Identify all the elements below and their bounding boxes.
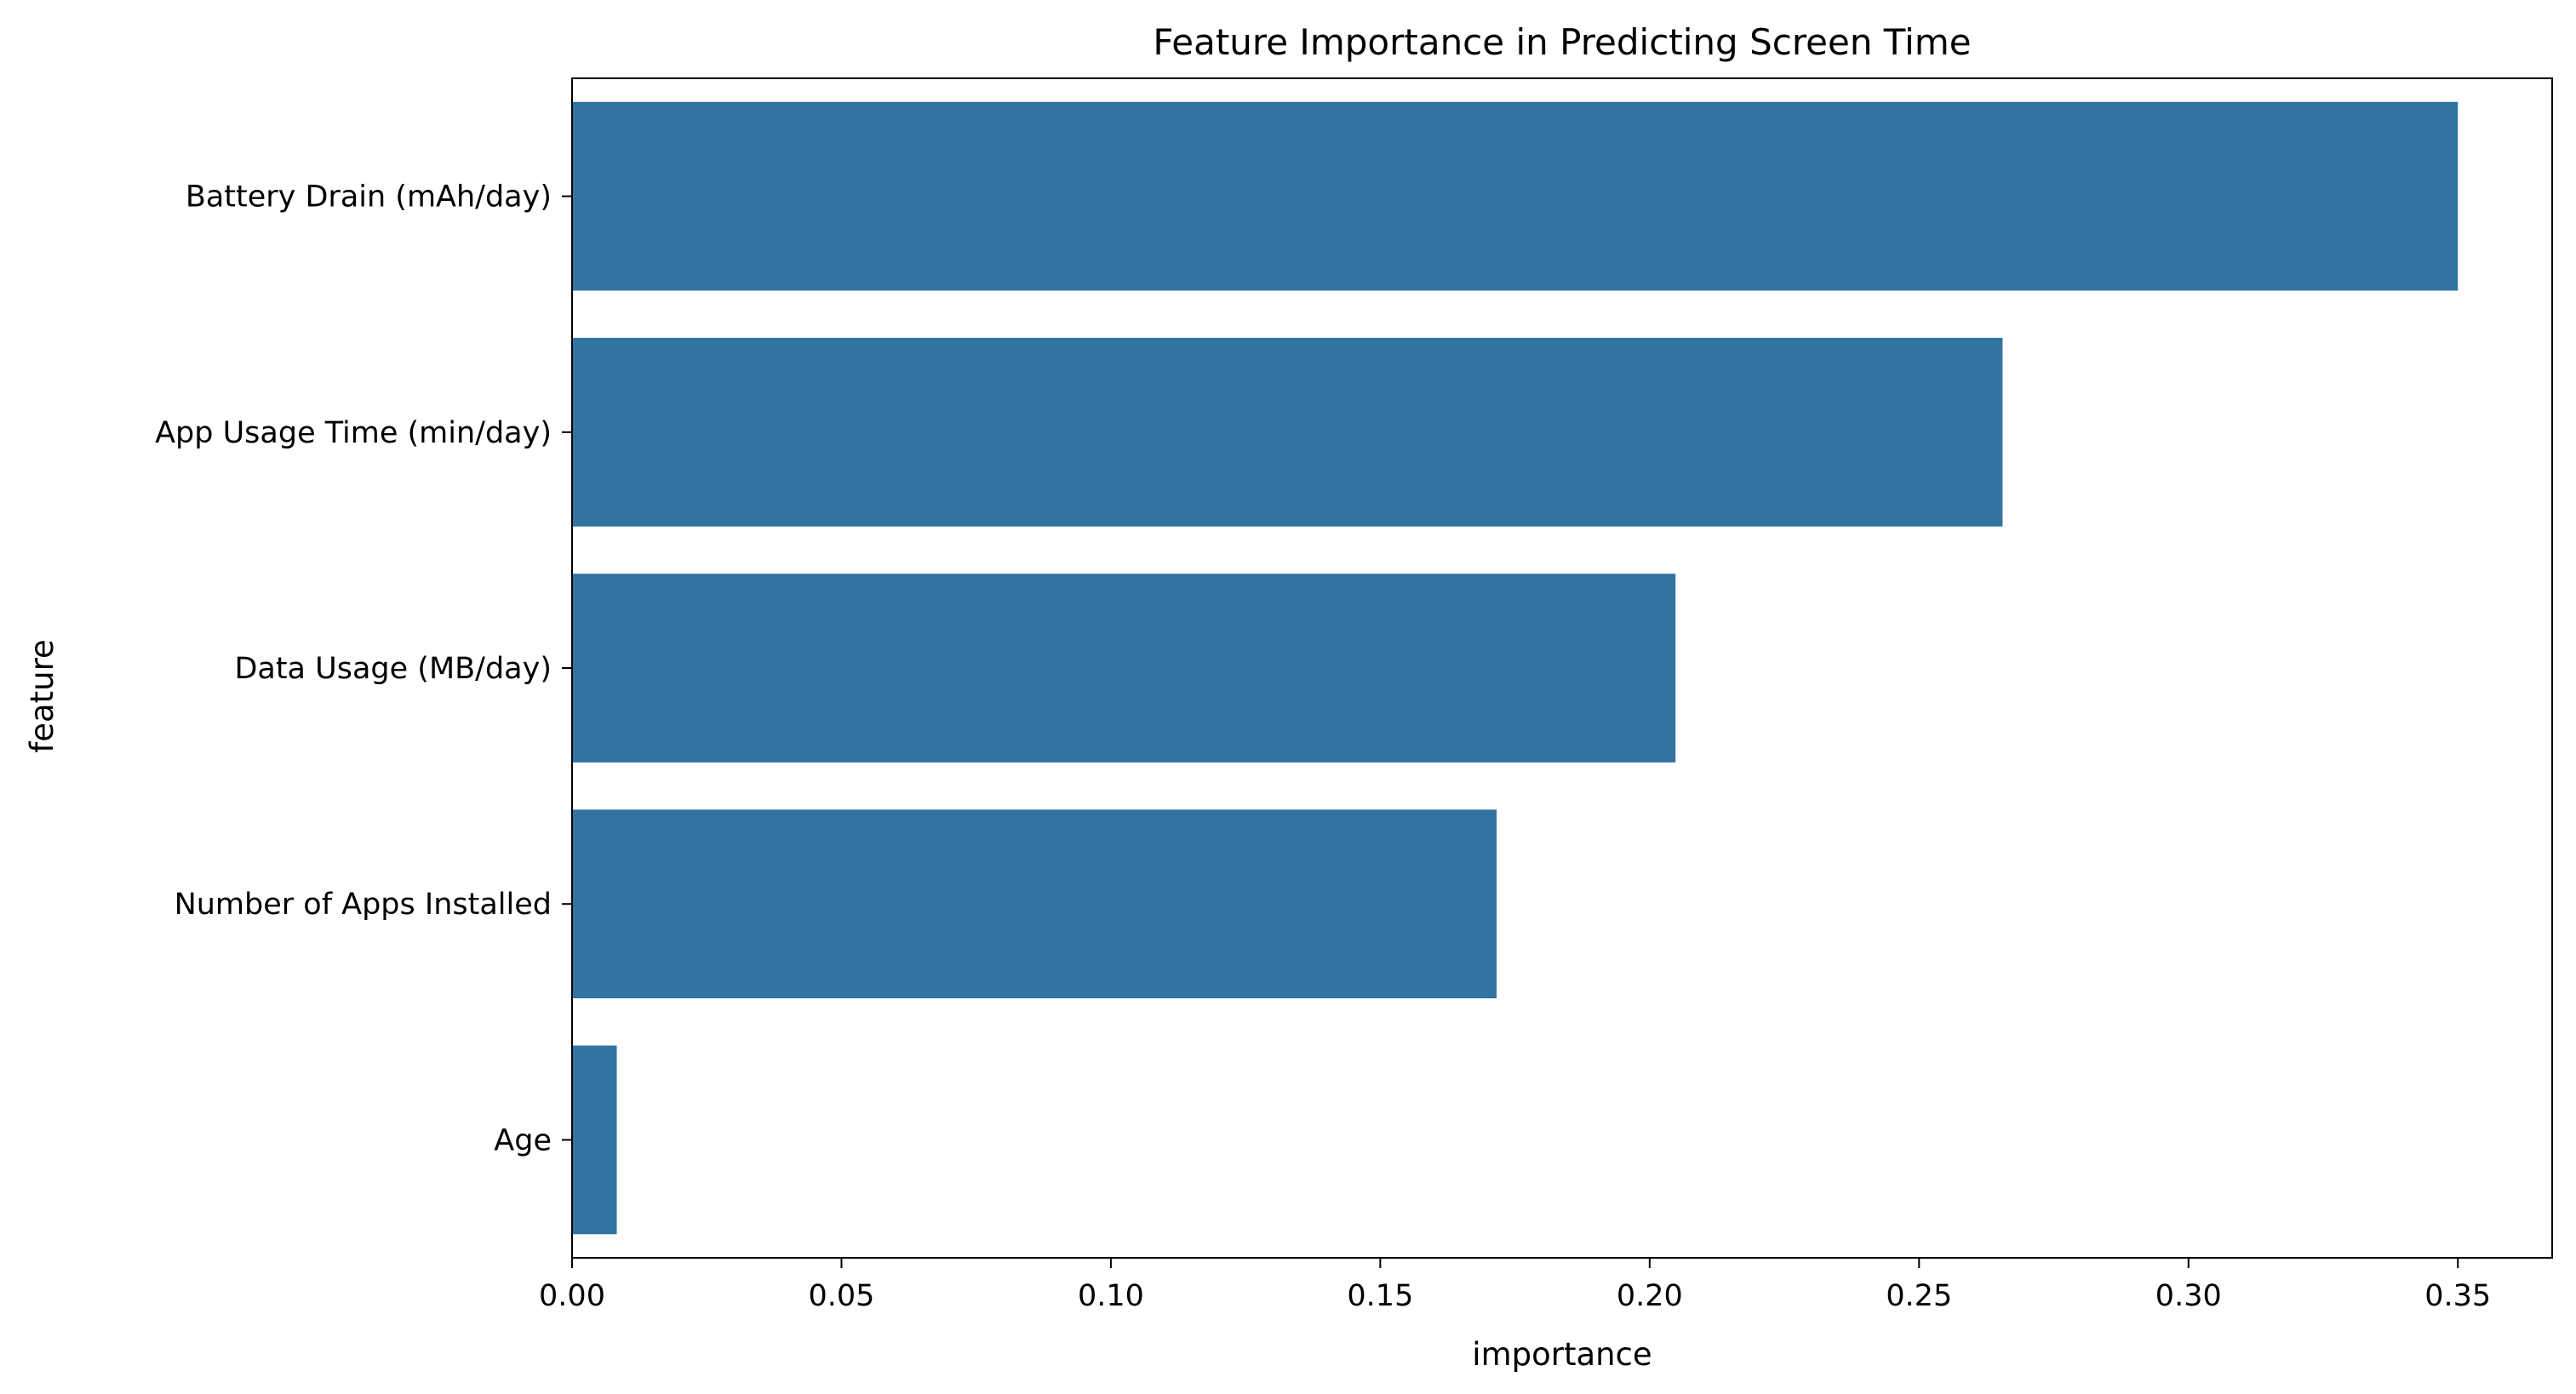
bar-4 <box>572 1045 617 1235</box>
bar-3 <box>572 809 1497 999</box>
bar-2 <box>572 574 1676 763</box>
axes-frame <box>571 77 2553 1259</box>
x-tick-label-6: 0.30 <box>2155 1279 2222 1313</box>
bars-group <box>572 101 2459 1235</box>
y-tick-label-3: Number of Apps Installed <box>175 888 552 922</box>
x-axis-ticks: 0.00 0.05 0.10 0.15 0.20 0.25 0.30 0.35 <box>539 1258 2491 1313</box>
x-axis-label: importance <box>1472 1336 1652 1373</box>
y-tick-label-2: Data Usage (MB/day) <box>234 652 552 686</box>
plot-frame <box>571 77 2553 1259</box>
y-axis-label: feature <box>24 639 60 753</box>
y-tick-label-1: App Usage Time (min/day) <box>155 416 552 450</box>
chart-title: Feature Importance in Predicting Screen … <box>1153 21 1971 63</box>
y-tick-label-4: Age <box>494 1123 552 1157</box>
x-tick-label-7: 0.35 <box>2424 1279 2491 1313</box>
y-tick-label-0: Battery Drain (mAh/day) <box>186 180 552 214</box>
x-tick-label-1: 0.05 <box>808 1279 874 1313</box>
x-tick-label-3: 0.15 <box>1347 1279 1413 1313</box>
x-tick-label-0: 0.00 <box>539 1279 605 1313</box>
y-axis-ticks: Battery Drain (mAh/day) App Usage Time (m… <box>155 180 572 1157</box>
x-tick-label-5: 0.25 <box>1886 1279 1952 1313</box>
x-tick-label-2: 0.10 <box>1078 1279 1144 1313</box>
x-tick-label-4: 0.20 <box>1617 1279 1683 1313</box>
bar-0 <box>572 101 2459 291</box>
bar-1 <box>572 337 2003 527</box>
